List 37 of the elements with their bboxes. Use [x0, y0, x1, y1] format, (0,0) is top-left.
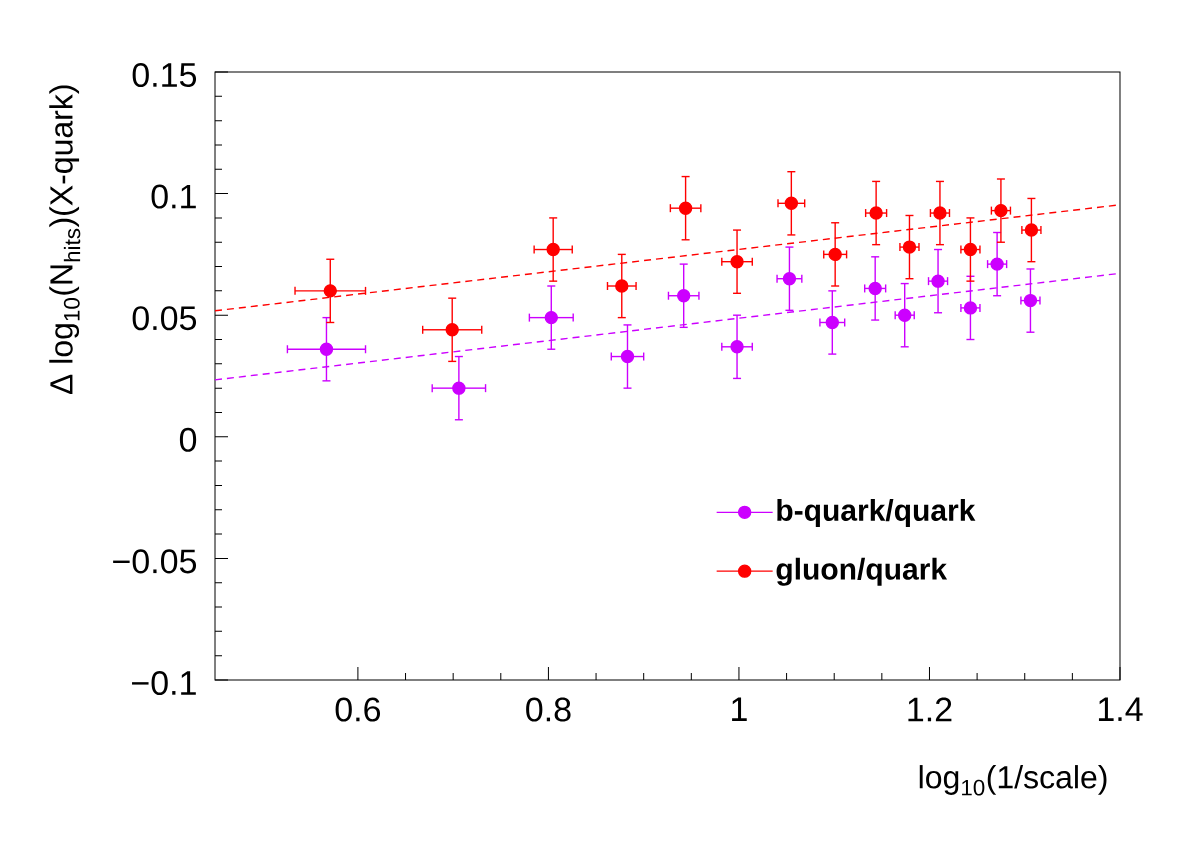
point: [323, 284, 337, 298]
point: [546, 242, 560, 257]
point: [544, 310, 558, 325]
point: [825, 315, 840, 330]
point: [677, 289, 691, 303]
point: [868, 281, 882, 296]
y-tick-label: −0.05: [113, 549, 197, 574]
point: [784, 196, 799, 211]
x-axis-title: log$_{10}$(1/scale): [919, 765, 1107, 796]
x-tick-label: 0.6: [335, 697, 381, 722]
point: [620, 349, 635, 364]
point: [678, 201, 693, 215]
point: [933, 206, 947, 220]
point: [869, 206, 883, 220]
point: [615, 279, 629, 293]
y-tick-label: −0.1: [132, 670, 196, 696]
point: [828, 247, 842, 262]
point: [990, 257, 1004, 271]
point: [452, 381, 466, 395]
point: [319, 342, 334, 356]
y-axis-title: Δ log$_{10}$(N$_{hits}$)(X-quark): [49, 85, 81, 395]
y-tick-label: 0.15: [132, 62, 197, 88]
point: [730, 340, 744, 354]
x-tick-label: 0.8: [526, 697, 571, 722]
legend-label: gluon/quark: [776, 557, 948, 586]
legend-label: b-quark/quark: [777, 498, 976, 527]
x-tick-label: 1.2: [908, 697, 952, 722]
x-tick-label: 1.4: [1098, 697, 1143, 721]
y-tick-label: 0.05: [132, 306, 197, 331]
point: [445, 323, 459, 337]
y-tick-label: 0.1: [151, 184, 196, 209]
y-tick-label: 0: [179, 427, 197, 452]
point: [931, 274, 945, 288]
point: [730, 254, 744, 269]
x-tick-label: 1: [732, 697, 747, 721]
point: [782, 272, 797, 286]
point: [994, 203, 1008, 218]
